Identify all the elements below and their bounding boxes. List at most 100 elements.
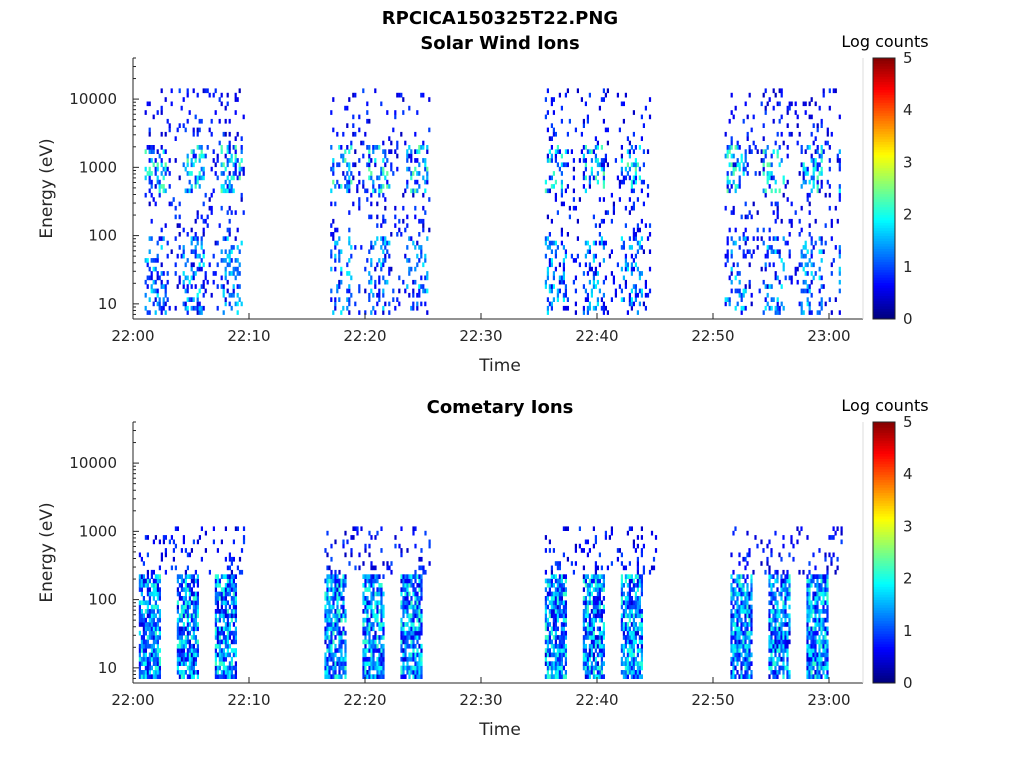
- heatmap-cell: [328, 587, 331, 592]
- heatmap-cell: [602, 258, 605, 263]
- heatmap-cell: [230, 583, 233, 588]
- heatmap-cell: [826, 613, 829, 619]
- heatmap-cell: [228, 301, 231, 307]
- heatmap-cell: [564, 630, 567, 636]
- colorbar-swatch: [873, 63, 895, 67]
- heatmap-cell: [822, 622, 825, 627]
- heatmap-cell: [622, 179, 625, 185]
- heatmap-cell: [222, 656, 225, 662]
- heatmap-cell: [234, 609, 237, 614]
- heatmap-cell: [374, 565, 377, 571]
- heatmap-cell: [814, 162, 817, 168]
- heatmap-cell: [204, 548, 207, 553]
- heatmap-cell: [810, 97, 813, 102]
- x-tick-label: 23:00: [807, 691, 850, 709]
- heatmap-cell: [780, 617, 783, 623]
- heatmap-cell: [602, 171, 605, 176]
- heatmap-cell: [780, 665, 783, 671]
- heatmap-cell: [596, 665, 599, 671]
- heatmap-cell: [826, 587, 829, 592]
- heatmap-cell: [728, 179, 731, 185]
- heatmap-cell: [586, 114, 589, 120]
- heatmap-cell: [556, 149, 559, 154]
- heatmap-cell: [652, 565, 656, 571]
- heatmap-cell: [366, 110, 369, 115]
- heatmap-cell: [370, 596, 373, 601]
- heatmap-cell: [194, 639, 197, 645]
- heatmap-cell: [544, 661, 547, 666]
- heatmap-cell: [220, 596, 223, 601]
- heatmap-cell: [412, 171, 415, 176]
- heatmap-cell: [586, 574, 589, 579]
- heatmap-cell: [338, 643, 341, 649]
- heatmap-cell: [788, 596, 791, 601]
- heatmap-cell: [362, 561, 365, 566]
- heatmap-cell: [732, 162, 735, 168]
- heatmap-cell: [368, 175, 371, 181]
- heatmap-cell: [142, 674, 145, 679]
- heatmap-cell: [632, 232, 635, 237]
- heatmap-cell: [140, 648, 143, 653]
- heatmap-cell: [214, 661, 217, 666]
- colorbar-swatch: [873, 646, 895, 650]
- heatmap-cell: [328, 643, 331, 649]
- heatmap-cell: [152, 539, 155, 545]
- heatmap-cell: [220, 674, 223, 679]
- heatmap-cell: [556, 162, 559, 168]
- heatmap-cell: [370, 288, 373, 294]
- heatmap-cell: [408, 613, 411, 619]
- heatmap-cell: [786, 110, 789, 115]
- heatmap-cell: [638, 674, 641, 679]
- heatmap-cell: [804, 240, 807, 246]
- heatmap-cell: [748, 591, 751, 597]
- heatmap-cell: [420, 583, 423, 588]
- heatmap-cell: [748, 656, 751, 662]
- heatmap-cell: [784, 665, 787, 671]
- heatmap-cell: [546, 661, 549, 666]
- heatmap-cell: [382, 622, 385, 627]
- heatmap-cell: [400, 643, 403, 649]
- heatmap-cell: [202, 279, 205, 285]
- heatmap-cell: [350, 275, 353, 281]
- heatmap-cell: [418, 661, 421, 666]
- heatmap-cell: [770, 630, 773, 636]
- heatmap-cell: [816, 310, 819, 315]
- heatmap-cell: [826, 569, 829, 575]
- heatmap-cell: [344, 674, 347, 679]
- heatmap-cell: [600, 574, 603, 579]
- heatmap-cell: [592, 578, 595, 584]
- heatmap-cell: [142, 613, 145, 619]
- heatmap-cell: [562, 271, 565, 276]
- heatmap-cell: [574, 301, 577, 307]
- heatmap-cell: [394, 535, 397, 540]
- heatmap-cell: [336, 131, 339, 137]
- heatmap-cell: [330, 556, 333, 562]
- heatmap-cell: [584, 574, 587, 579]
- heatmap-cell: [554, 613, 557, 619]
- heatmap-cell: [332, 127, 335, 133]
- heatmap-cell: [222, 236, 225, 241]
- heatmap-cell: [622, 245, 625, 250]
- heatmap-cell: [142, 661, 145, 666]
- heatmap-cell: [550, 609, 553, 614]
- heatmap-cell: [732, 648, 735, 653]
- heatmap-cell: [180, 643, 183, 649]
- heatmap-cell: [416, 665, 419, 671]
- heatmap-cell: [344, 639, 347, 645]
- heatmap-cell: [640, 188, 643, 194]
- heatmap-cell: [742, 600, 745, 606]
- heatmap-cell: [166, 240, 169, 246]
- heatmap-cell: [414, 613, 417, 619]
- heatmap-cell: [820, 249, 823, 254]
- heatmap-cell: [150, 218, 153, 224]
- heatmap-cell: [594, 565, 597, 571]
- colorbar-swatch: [873, 118, 895, 122]
- heatmap-cell: [240, 548, 244, 553]
- heatmap-cell: [774, 578, 777, 584]
- heatmap-cell: [326, 674, 329, 679]
- heatmap-cell: [776, 153, 779, 159]
- heatmap-cell: [574, 561, 577, 566]
- heatmap-cell: [586, 661, 589, 666]
- heatmap-cell: [778, 188, 781, 194]
- heatmap-cell: [592, 609, 595, 614]
